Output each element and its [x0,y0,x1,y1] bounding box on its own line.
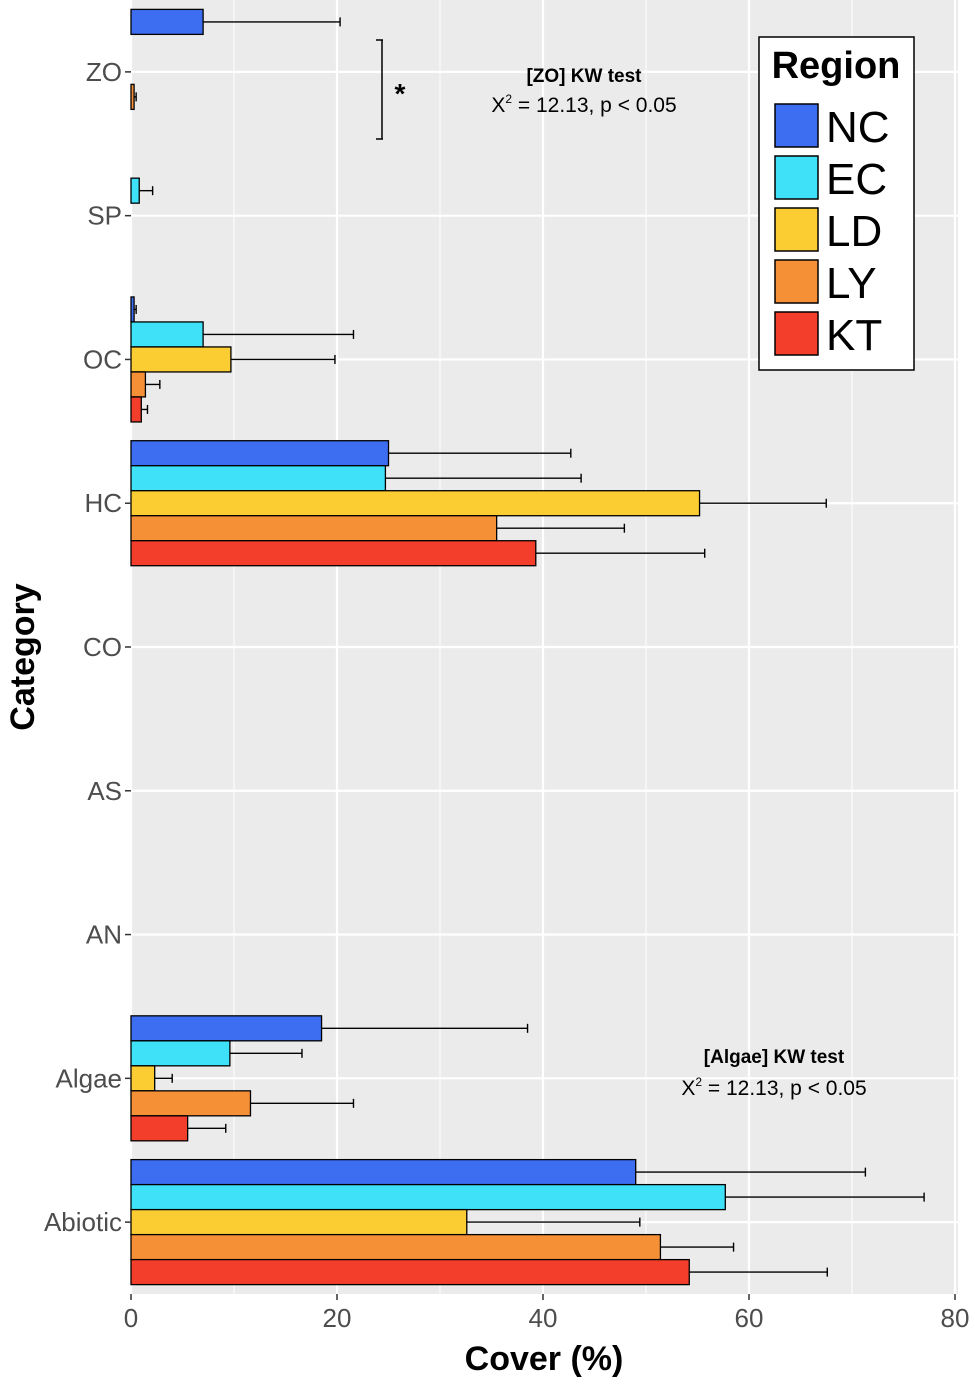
legend-label-ec: EC [826,155,887,204]
legend-swatch-nc [774,103,819,148]
bar-ly-oc [130,371,147,398]
bar-ec-algae [130,1040,231,1067]
y-tick-label: OC [83,344,122,374]
x-tick-label: 0 [124,1303,138,1333]
bar-nc-zo [130,8,204,36]
bar-ld-abiotic [130,1208,468,1236]
zo-significance-bracket [376,39,383,140]
y-tick-label: SP [87,201,122,231]
legend-label-nc: NC [826,103,890,152]
bar-ly-hc [130,515,498,542]
x-tick-label: 60 [735,1303,764,1333]
bar-kt-abiotic [130,1258,690,1286]
x-tick-label: 40 [529,1303,558,1333]
bar-ly-algae [130,1090,252,1117]
bar-ly-abiotic [130,1233,662,1261]
bar-nc-abiotic [130,1158,637,1186]
y-tick-label: AS [87,776,122,806]
legend-label-ly: LY [826,259,877,308]
bar-kt-oc [130,396,142,423]
bar-ly-zo [130,83,135,111]
bar-nc-hc [130,440,390,467]
bar-ec-hc [130,465,387,492]
legend-label-ld: LD [826,207,882,256]
bar-ec-abiotic [130,1183,726,1211]
y-tick-label: Algae [56,1063,123,1093]
legend-label-kt: KT [826,311,882,360]
bar-ld-oc [130,346,232,373]
x-tick-label: 20 [323,1303,352,1333]
legend-swatch-ly [774,259,819,304]
legend-swatch-ec [774,155,819,200]
zo-kw-test-stat: X2 = 12.13, p < 0.05 [491,92,676,117]
bar-ld-hc [130,490,701,517]
bar-kt-hc [130,540,537,567]
legend-swatch-ld [774,207,819,252]
y-axis-label: Category [4,583,42,730]
x-axis: 0 20 40 60 80 [124,1294,970,1333]
bar-ec-sp [130,177,140,204]
bar-ec-oc [130,321,204,348]
x-axis-label: Cover (%) [465,1340,624,1378]
zo-kw-test-title: [ZO] KW test [526,66,642,87]
bar-kt-algae [130,1115,189,1142]
y-tick-label: CO [83,632,122,662]
bar-ld-algae [130,1065,156,1092]
y-axis: ZO SP OC HC CO AS AN Algae Abiotic [44,57,131,1237]
algae-kw-test-title: [Algae] KW test [704,1047,845,1068]
legend-title: Region [772,45,901,87]
algae-kw-test-stat: X2 = 12.13, p < 0.05 [681,1075,866,1100]
y-tick-label: AN [86,920,122,950]
bar-nc-algae [130,1015,323,1042]
legend-swatch-kt [774,311,819,356]
zo-significance-star: * [395,78,406,109]
y-tick-label: ZO [86,57,122,87]
bars [130,8,726,1286]
y-tick-label: HC [84,488,122,518]
y-tick-label: Abiotic [44,1207,122,1237]
x-tick-label: 80 [941,1303,970,1333]
error-bars [134,17,925,1277]
bar-nc-oc [130,296,135,323]
